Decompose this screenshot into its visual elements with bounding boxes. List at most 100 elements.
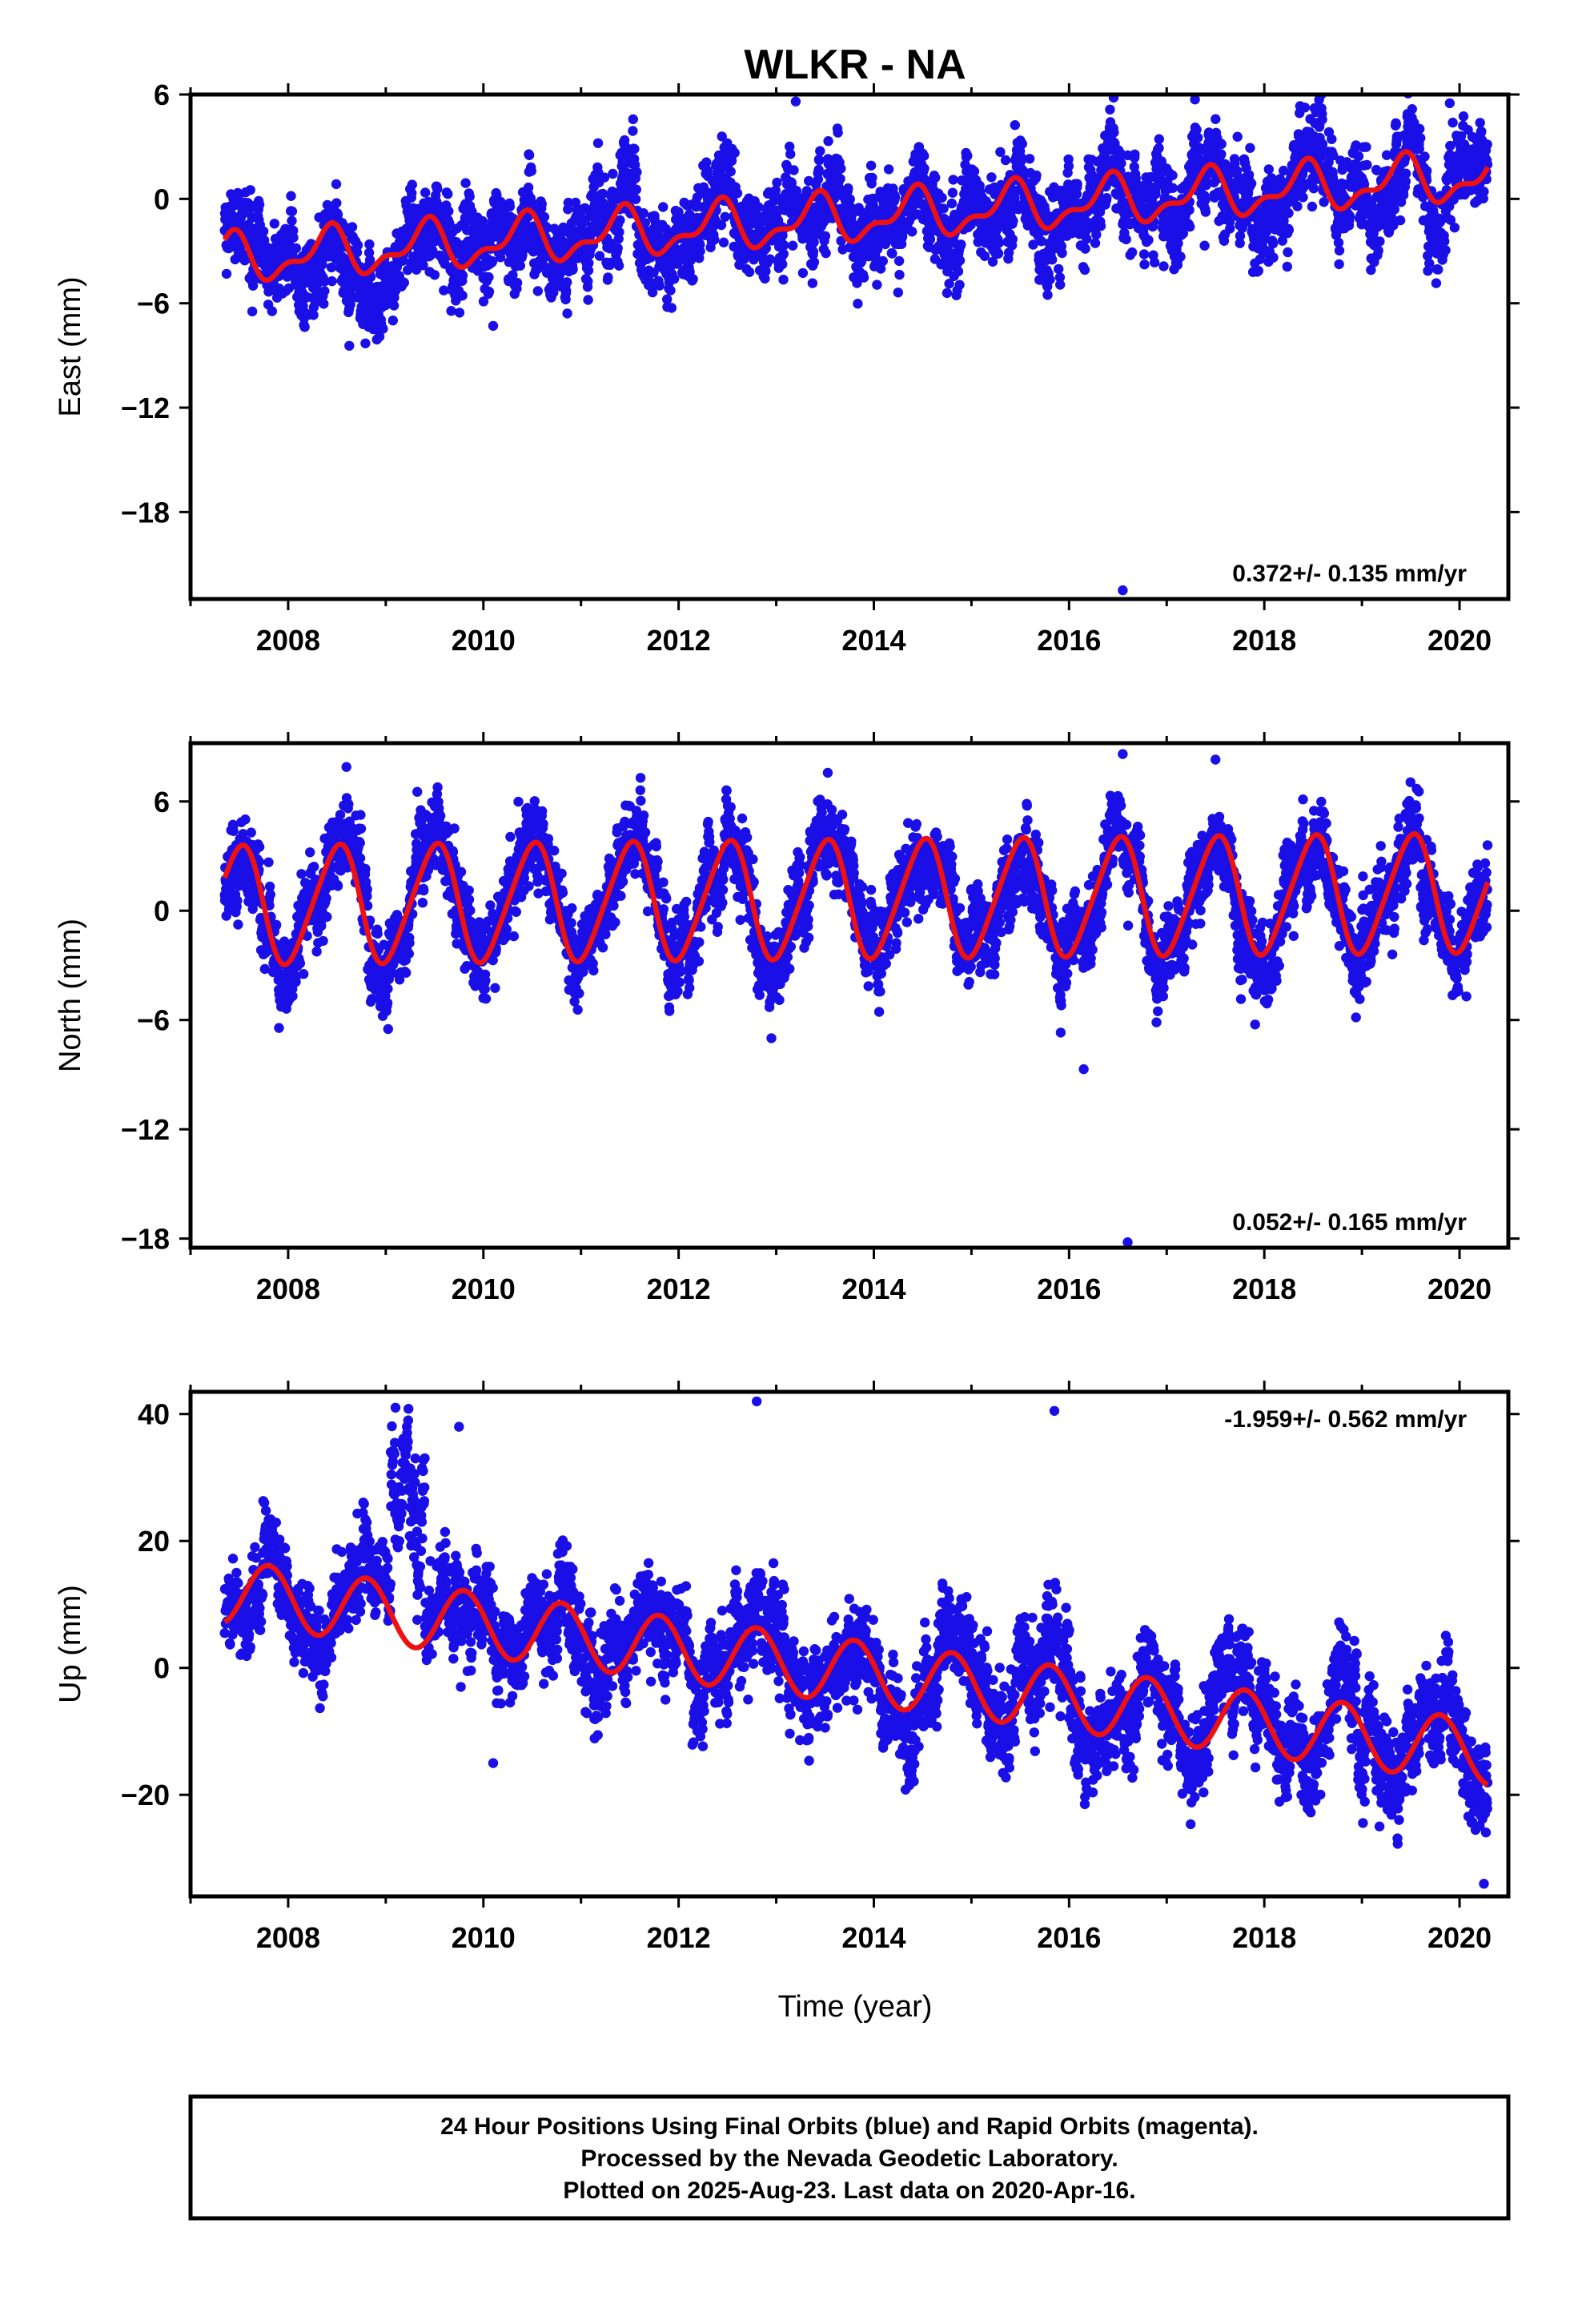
east-point xyxy=(541,222,552,233)
east-point xyxy=(347,222,358,232)
east-point xyxy=(1095,221,1106,231)
east-point xyxy=(464,191,475,202)
north-point xyxy=(296,869,307,879)
east-y-axis-label: East (mm) xyxy=(54,276,87,416)
east-point xyxy=(1283,225,1295,235)
east-x-tick-label: 2012 xyxy=(647,624,711,657)
east-point xyxy=(1391,119,1402,130)
east-point xyxy=(666,303,677,313)
east-point xyxy=(1479,187,1489,197)
east-point xyxy=(695,246,705,256)
east-point xyxy=(688,274,698,284)
east-point xyxy=(331,198,342,208)
east-point xyxy=(785,149,796,159)
east-point xyxy=(1143,235,1154,245)
east-point xyxy=(994,238,1004,248)
east-point xyxy=(446,306,456,316)
north-point xyxy=(240,814,251,825)
east-point xyxy=(1216,149,1227,159)
east-point xyxy=(496,196,506,207)
east-point xyxy=(1299,103,1311,113)
north-point xyxy=(233,919,243,930)
east-x-tick-label: 2010 xyxy=(452,624,516,657)
east-point xyxy=(858,272,869,283)
east-point xyxy=(267,306,277,316)
east-point xyxy=(1439,236,1450,247)
east-point xyxy=(893,255,905,267)
east-point xyxy=(654,280,665,291)
east-point xyxy=(1307,201,1318,212)
east-point xyxy=(364,255,375,265)
east-point xyxy=(1167,183,1178,193)
east-point xyxy=(245,185,255,195)
east-point xyxy=(568,263,578,275)
east-point xyxy=(345,300,355,310)
east-point xyxy=(1317,115,1327,125)
east-point xyxy=(1407,81,1416,90)
east-point xyxy=(779,240,789,251)
east-point xyxy=(1109,127,1119,138)
east-point xyxy=(986,172,997,183)
east-y-tick-label: −6 xyxy=(137,287,170,320)
east-point xyxy=(1138,249,1150,259)
east-point xyxy=(1055,279,1066,290)
east-point xyxy=(1091,229,1102,240)
east-point xyxy=(1361,142,1371,152)
east-point xyxy=(254,199,265,210)
east-point xyxy=(331,179,342,190)
east-y-tick-label: −18 xyxy=(121,496,170,529)
east-point xyxy=(1400,168,1411,179)
east-point xyxy=(1232,131,1243,142)
east-point xyxy=(820,231,831,241)
east-point xyxy=(1431,278,1442,288)
east-point xyxy=(1130,173,1142,183)
east-point xyxy=(536,199,547,209)
east-point xyxy=(508,270,518,280)
east-point xyxy=(813,174,824,185)
east-point xyxy=(809,257,820,267)
east-point xyxy=(1308,183,1319,194)
east-point xyxy=(814,155,825,166)
north-point xyxy=(263,857,274,868)
east-point xyxy=(484,287,495,297)
east-point xyxy=(993,248,1004,259)
east-point xyxy=(821,247,831,259)
figure-title: WLKR - NA xyxy=(744,42,966,88)
east-point xyxy=(629,143,640,155)
east-point xyxy=(524,150,535,160)
east-point xyxy=(1334,259,1344,270)
east-point xyxy=(669,274,680,284)
east-point xyxy=(378,324,388,334)
east-point xyxy=(352,240,363,251)
east-point xyxy=(584,258,594,268)
east-point xyxy=(919,163,930,174)
east-data-points xyxy=(219,81,1493,596)
east-point xyxy=(327,275,337,287)
east-x-tick-label: 2008 xyxy=(256,624,320,657)
east-point xyxy=(907,227,917,237)
east-point xyxy=(937,192,947,203)
east-point xyxy=(1415,133,1426,143)
east-outlier-point xyxy=(790,96,801,107)
east-point xyxy=(287,215,297,226)
east-point xyxy=(1475,118,1485,128)
east-point xyxy=(487,256,498,267)
east-point xyxy=(1105,104,1115,115)
east-point xyxy=(1246,178,1257,189)
east-point xyxy=(484,271,494,283)
east-point xyxy=(1045,274,1055,285)
east-point xyxy=(930,172,941,183)
east-point xyxy=(478,296,489,307)
east-point xyxy=(954,255,966,266)
east-point xyxy=(1047,255,1058,265)
east-point xyxy=(418,260,428,271)
east-point xyxy=(843,183,853,194)
east-point xyxy=(614,227,624,237)
east-point xyxy=(877,255,889,267)
east-point xyxy=(883,164,894,175)
east-point xyxy=(443,189,453,199)
east-point xyxy=(457,270,468,281)
east-point xyxy=(1200,207,1211,217)
east-point xyxy=(1079,264,1090,275)
north-point xyxy=(254,842,265,852)
